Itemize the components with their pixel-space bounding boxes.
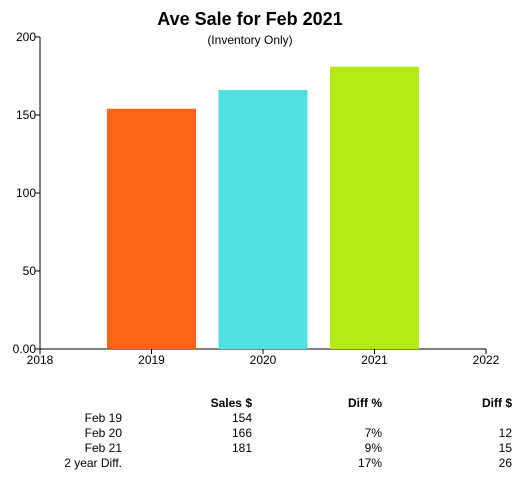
- row-label: 2 year Diff.: [64, 456, 122, 470]
- y-tick-label: 0.00: [13, 342, 37, 356]
- y-tick-label: 50: [23, 264, 37, 278]
- x-axis-ticks: 2018 2019 2020 2021 2022: [27, 349, 500, 367]
- row-diff-usd: 26: [498, 456, 512, 470]
- x-tick-label: 2019: [138, 353, 165, 367]
- summary-row: 2 year Diff. 17% 26: [0, 456, 520, 471]
- row-diff-usd: 15: [498, 441, 512, 455]
- row-label: Feb 20: [84, 426, 122, 440]
- bar-2019: [107, 108, 196, 349]
- row-sales: 181: [231, 441, 252, 455]
- row-label: Feb 21: [84, 441, 122, 455]
- chart-title: Ave Sale for Feb 2021: [157, 9, 342, 29]
- bar-2021: [330, 66, 419, 349]
- x-tick-label: 2018: [27, 353, 54, 367]
- row-label: Feb 19: [84, 411, 122, 425]
- bars: [107, 66, 419, 349]
- row-sales: 154: [231, 411, 252, 425]
- row-sales: 166: [231, 426, 252, 440]
- row-diff-pct: 17%: [357, 456, 382, 470]
- summary-table: Sales $ Diff % Diff $ Feb 19 154 Feb 20 …: [0, 396, 520, 471]
- row-diff-usd: 12: [498, 426, 512, 440]
- x-tick-label: 2020: [250, 353, 277, 367]
- header-diff-usd: Diff $: [482, 396, 512, 410]
- y-axis-ticks: 0.00 50 100 150 200: [13, 30, 40, 356]
- y-tick-label: 100: [16, 186, 36, 200]
- y-tick-label: 200: [16, 30, 36, 44]
- row-diff-pct: 9%: [364, 441, 382, 455]
- header-sales: Sales $: [210, 396, 252, 410]
- summary-row: Feb 21 181 9% 15: [0, 441, 520, 456]
- chart-subtitle: (Inventory Only): [207, 33, 292, 47]
- bar-chart: Ave Sale for Feb 2021 (Inventory Only) 2…: [13, 9, 500, 367]
- x-tick-label: 2021: [361, 353, 388, 367]
- x-tick-label: 2022: [473, 353, 500, 367]
- summary-row: Feb 19 154: [0, 411, 520, 426]
- y-tick-label: 150: [16, 108, 36, 122]
- summary-row: Feb 20 166 7% 12: [0, 426, 520, 441]
- summary-header-row: Sales $ Diff % Diff $: [0, 396, 520, 411]
- row-diff-pct: 7%: [364, 426, 382, 440]
- bar-2020: [218, 90, 308, 349]
- header-diff-pct: Diff %: [348, 396, 382, 410]
